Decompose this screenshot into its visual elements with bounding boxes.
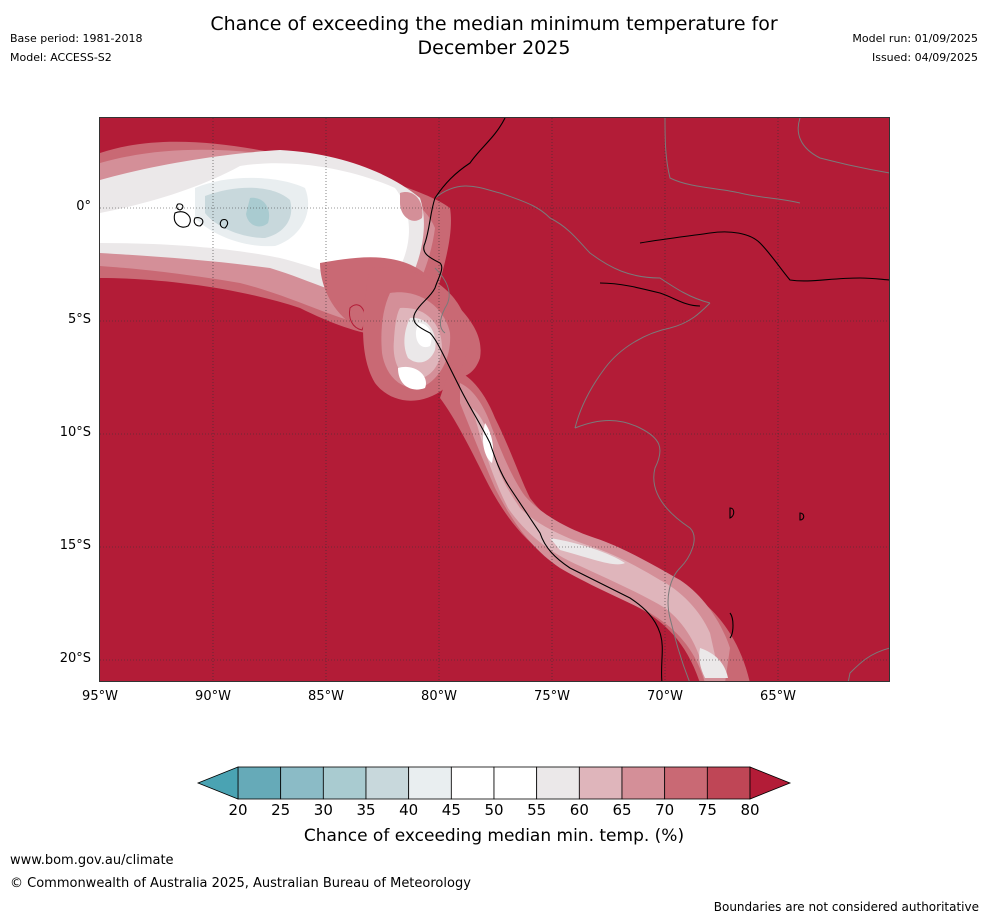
- model-run-text: Model run: 01/09/2025: [852, 32, 978, 45]
- lon-label-85w: 85°W: [308, 689, 344, 704]
- lat-label-10s: 10°S: [59, 425, 91, 440]
- colorbar-over-arrow: [749, 766, 792, 800]
- colorbar-cells: [237, 766, 751, 800]
- colorbar-cell: [578, 766, 623, 800]
- colorbar-tick-label: 25: [271, 801, 291, 819]
- colorbar-tick-label: 60: [569, 801, 589, 819]
- colorbar-cell: [408, 766, 452, 800]
- colorbar-tick-label: 40: [399, 801, 419, 819]
- model-name-text: Model: ACCESS-S2: [10, 51, 112, 64]
- base-period-text: Base period: 1981-2018: [10, 32, 143, 45]
- coastline: [173, 118, 889, 681]
- colorbar-cell: [664, 766, 708, 800]
- map-title-line2: December 2025: [417, 37, 571, 59]
- colorbar-label: Chance of exceeding median min. temp. (%…: [303, 826, 685, 846]
- copyright-text: © Commonwealth of Australia 2025, Austra…: [10, 876, 471, 891]
- colorbar-tick-label: 50: [484, 801, 504, 819]
- colorbar-tick-label: 55: [527, 801, 547, 819]
- lat-label-5s: 5°S: [67, 312, 91, 327]
- colorbar-cell: [237, 766, 282, 800]
- colorbar-cell: [365, 766, 410, 800]
- colorbar-cell: [706, 766, 751, 800]
- colorbar-tick-label: 45: [441, 801, 461, 819]
- colorbar: [196, 766, 792, 800]
- colorbar-under-arrow: [196, 766, 239, 800]
- colorbar-cell: [450, 766, 495, 800]
- map-title: Chance of exceeding the median minimum t…: [0, 12, 988, 60]
- colorbar-cell: [280, 766, 324, 800]
- colorbar-tick-label: 80: [740, 801, 760, 819]
- colorbar-cell: [322, 766, 367, 800]
- disclaimer-text: Boundaries are not considered authoritat…: [713, 900, 979, 914]
- lat-label-20s: 20°S: [59, 651, 91, 666]
- colorbar-tick-label: 20: [228, 801, 248, 819]
- probability-map: [99, 117, 890, 682]
- lat-label-15s: 15°S: [59, 538, 91, 553]
- lon-label-65w: 65°W: [760, 689, 796, 704]
- lon-label-95w: 95°W: [82, 689, 118, 704]
- lon-label-70w: 70°W: [647, 689, 683, 704]
- colorbar-cell: [536, 766, 580, 800]
- colorbar-cell: [493, 766, 538, 800]
- lon-label-90w: 90°W: [195, 689, 231, 704]
- map-title-line1: Chance of exceeding the median minimum t…: [210, 13, 778, 35]
- ocean-anomaly-contours: [100, 141, 750, 681]
- colorbar-tick-label: 35: [356, 801, 376, 819]
- website-text: www.bom.gov.au/climate: [10, 853, 174, 868]
- colorbar-tick-label: 30: [313, 801, 333, 819]
- graticule: [100, 118, 889, 681]
- lat-label-0: 0°: [76, 199, 91, 214]
- colorbar-tick-label: 70: [655, 801, 675, 819]
- colorbar-tick-label: 75: [697, 801, 717, 819]
- lon-label-80w: 80°W: [421, 689, 457, 704]
- map-canvas: [100, 118, 889, 681]
- issued-date-text: Issued: 04/09/2025: [871, 51, 978, 64]
- colorbar-tick-label: 65: [612, 801, 632, 819]
- colorbar-cell: [621, 766, 666, 800]
- lon-label-75w: 75°W: [534, 689, 570, 704]
- country-borders: [434, 118, 889, 681]
